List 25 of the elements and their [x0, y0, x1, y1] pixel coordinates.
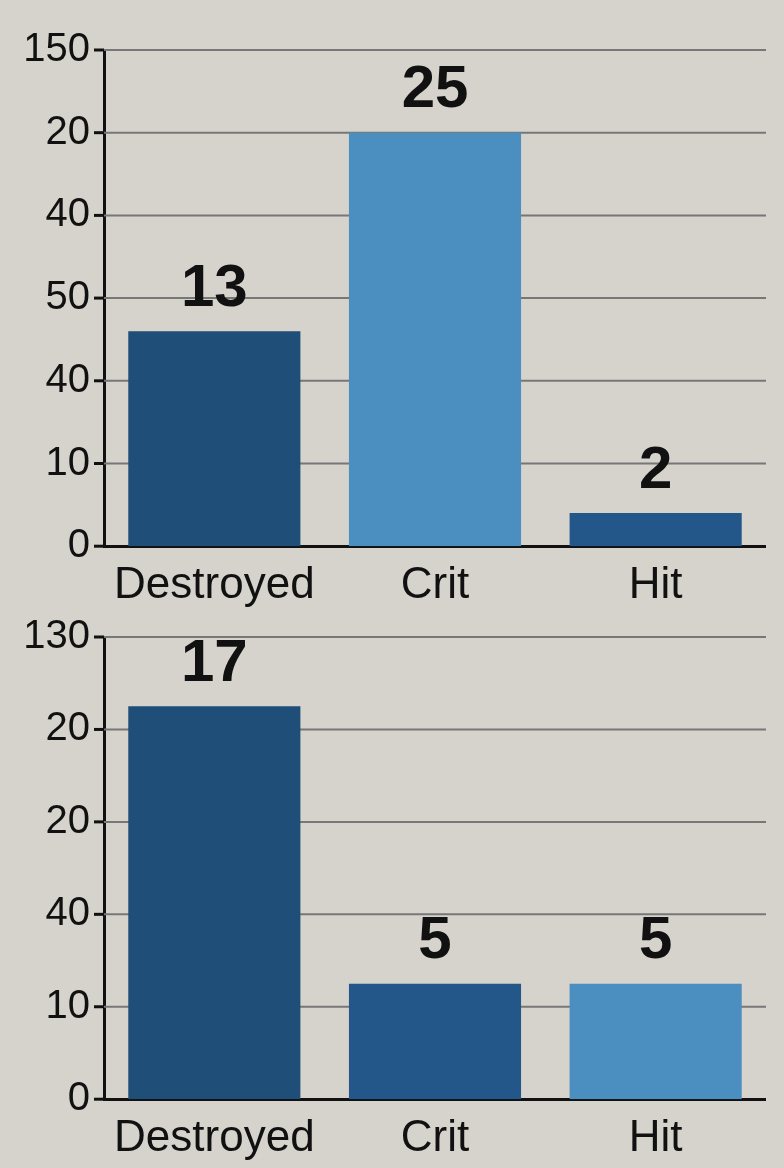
text: 0 [67, 1074, 90, 1119]
x-tick-label: Destroyed [114, 1110, 315, 1160]
text: 40 [45, 889, 90, 934]
text: 40 [45, 355, 90, 400]
x-tick-label: Hit [628, 1110, 683, 1160]
data-label: 5 [638, 904, 673, 972]
text: 10 [45, 981, 90, 1026]
data-label: 2 [638, 433, 673, 501]
text: 40 [45, 190, 90, 235]
text: 20 [45, 704, 90, 749]
text: 20 [45, 796, 90, 841]
x-tick-label: Destroyed [114, 557, 315, 607]
text: 0 [67, 521, 90, 566]
x-tick-label: Crit [400, 1110, 470, 1160]
data-label: 5 [418, 904, 452, 972]
text: 20 [45, 107, 90, 152]
text: 150 [23, 25, 90, 70]
x-tick-label: Crit [400, 557, 470, 607]
text: 130 [23, 612, 90, 657]
data-label: 25 [401, 53, 469, 121]
data-label: 17 [180, 626, 248, 694]
text: 50 [45, 273, 90, 318]
data-label: 13 [180, 251, 248, 319]
x-tick-label: Hit [628, 557, 683, 607]
text: 10 [45, 438, 90, 483]
